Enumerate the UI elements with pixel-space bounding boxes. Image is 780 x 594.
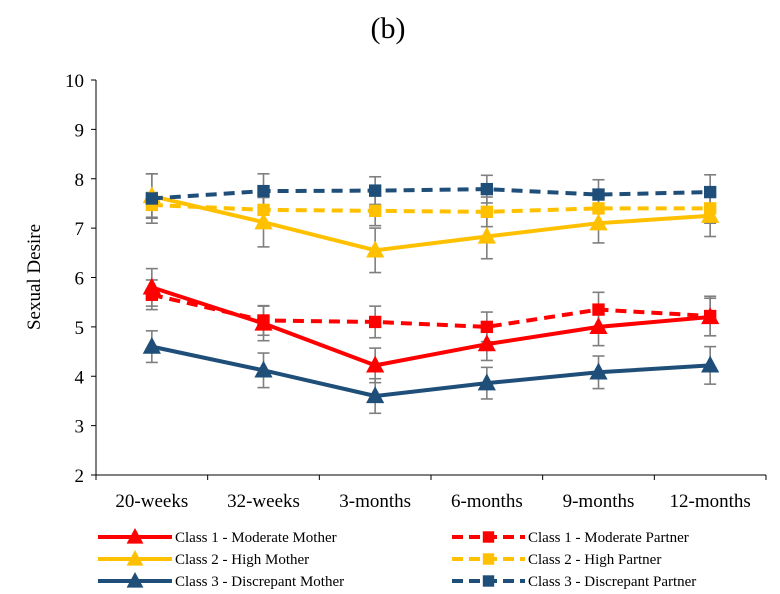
x-axis-ticks: 20-weeks 32-weeks 3-months 6-months 9-months… <box>95 475 767 512</box>
legend-item-2: Class 1 - Moderate Partner <box>452 530 689 546</box>
y-axis-ticks: 2 3 4 5 6 7 8 9 10 <box>65 71 96 487</box>
series-4 <box>145 198 717 219</box>
data-point-triangle <box>477 334 496 352</box>
data-point-square <box>368 315 382 329</box>
data-point-triangle <box>142 336 161 354</box>
data-point-triangle <box>589 213 608 231</box>
series-layer <box>142 173 720 415</box>
data-point-square <box>480 320 494 334</box>
legend-item-5: Class 3 - Discrepant Mother <box>98 572 344 590</box>
series-line <box>151 285 711 368</box>
y-tick-label: 7 <box>75 219 85 240</box>
x-tick-label: 12-months <box>670 491 751 512</box>
data-point-triangle <box>477 373 496 391</box>
y-tick-label: 10 <box>65 71 84 92</box>
data-point-triangle <box>126 572 144 588</box>
series-line <box>151 187 711 201</box>
y-tick-label: 3 <box>75 417 85 438</box>
data-point-square <box>482 553 495 565</box>
error-bars-series-2 <box>145 279 717 343</box>
x-tick-label: 9-months <box>563 491 635 512</box>
data-point-triangle <box>366 386 385 404</box>
data-point-triangle <box>366 240 385 258</box>
series-5 <box>142 336 720 404</box>
data-point-triangle <box>254 313 273 331</box>
axes <box>95 80 766 476</box>
data-point-triangle <box>254 360 273 378</box>
data-point-square <box>592 202 605 215</box>
legend-item-4: Class 2 - High Partner <box>452 552 661 568</box>
data-point-triangle <box>589 362 608 380</box>
series-line <box>151 344 711 398</box>
data-point-square <box>257 203 270 217</box>
legend: Class 1 - Moderate Mother Class 1 - Moder… <box>98 528 696 590</box>
series-1 <box>142 277 720 373</box>
y-tick-label: 2 <box>75 466 85 487</box>
series-line <box>151 292 711 329</box>
data-point-triangle <box>589 317 608 335</box>
legend-label: Class 1 - Moderate Partner <box>528 530 689 546</box>
data-point-square <box>482 575 495 587</box>
legend-label: Class 1 - Moderate Mother <box>175 530 337 546</box>
y-tick-label: 6 <box>75 269 85 290</box>
legend-item-3: Class 2 - High Mother <box>98 550 309 568</box>
data-point-triangle <box>254 212 273 230</box>
legend-label: Class 2 - High Mother <box>175 552 309 568</box>
legend-item-1: Class 1 - Moderate Mother <box>98 528 337 546</box>
data-point-triangle <box>142 277 161 295</box>
data-point-triangle <box>701 307 720 325</box>
data-point-square <box>482 531 495 543</box>
series-6 <box>145 182 717 205</box>
series-2 <box>145 288 717 334</box>
y-tick-label: 5 <box>75 318 85 339</box>
series-line <box>151 194 711 253</box>
legend-label: Class 3 - Discrepant Mother <box>175 574 344 590</box>
data-point-square <box>480 205 494 219</box>
data-point-square <box>703 185 717 199</box>
data-point-triangle <box>366 355 385 373</box>
legend-item-6: Class 3 - Discrepant Partner <box>452 574 696 590</box>
series-3 <box>142 186 720 258</box>
data-point-square <box>368 204 382 218</box>
data-point-triangle <box>477 226 496 244</box>
legend-label: Class 3 - Discrepant Partner <box>528 574 696 590</box>
data-point-square <box>145 192 159 205</box>
data-point-triangle <box>126 528 144 544</box>
x-tick-label: 3-months <box>339 491 411 512</box>
data-point-triangle <box>126 550 144 566</box>
chart-title: (b) <box>371 12 406 45</box>
series-line <box>151 202 711 214</box>
data-point-square <box>257 184 270 198</box>
y-tick-label: 8 <box>75 170 85 191</box>
x-tick-label: 6-months <box>451 491 523 512</box>
data-point-square <box>368 184 382 197</box>
data-point-triangle <box>701 355 720 373</box>
data-point-square <box>592 303 605 316</box>
y-tick-label: 4 <box>75 367 85 388</box>
data-point-square <box>480 182 494 196</box>
legend-label: Class 2 - High Partner <box>528 552 661 568</box>
data-point-triangle <box>701 206 720 223</box>
y-tick-label: 9 <box>75 120 85 141</box>
data-point-square <box>592 188 605 201</box>
y-axis-label: Sexual Desire <box>24 224 45 330</box>
x-tick-label: 32-weeks <box>227 491 300 512</box>
x-tick-label: 20-weeks <box>115 491 188 512</box>
